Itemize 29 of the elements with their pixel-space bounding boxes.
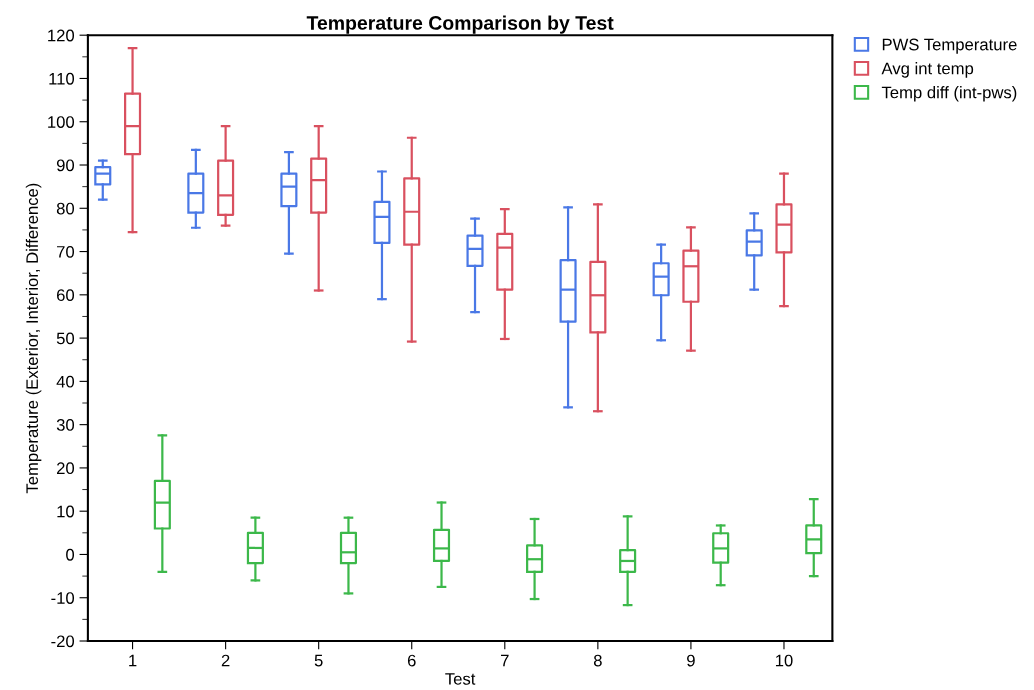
x-tick-label: 1 [129, 654, 137, 667]
legend-label: Temp diff (int-pws) [881, 86, 1017, 102]
x-tick-label: 8 [593, 654, 602, 667]
y-tick-label: 110 [49, 72, 75, 85]
y-tick-label: 60 [57, 289, 75, 302]
y-tick-label: 80 [56, 202, 75, 215]
y-tick-label: -20 [51, 635, 75, 648]
y-tick-label: 120 [48, 29, 75, 42]
x-tick-label: 6 [407, 654, 416, 667]
x-tick-label: 2 [221, 654, 230, 667]
y-tick-label: 10 [57, 505, 75, 518]
x-tick-label: 9 [687, 654, 695, 667]
x-axis-title: Test [445, 673, 476, 685]
y-tick-label: -10 [51, 592, 75, 604]
y-tick-label: 100 [48, 116, 75, 128]
x-tick-label: 7 [501, 654, 509, 667]
y-tick-label: 30 [56, 419, 75, 431]
y-tick-label: 0 [66, 548, 75, 561]
y-tick-label: 20 [57, 462, 75, 475]
y-axis-title: Temperature (Exterior, Interior, Difference) [25, 183, 42, 494]
y-tick-label: 70 [57, 245, 75, 258]
y-tick-label: 50 [56, 332, 75, 345]
legend-label: Avg int temp [881, 62, 974, 78]
y-tick-label: 40 [56, 375, 75, 388]
legend-label: PWS Temperature [882, 38, 1017, 54]
x-tick-label: 5 [314, 654, 323, 667]
y-tick-label: 90 [56, 159, 75, 172]
x-tick-label: 10 [775, 654, 793, 667]
chart-title: Temperature Comparison by Test [306, 15, 614, 34]
